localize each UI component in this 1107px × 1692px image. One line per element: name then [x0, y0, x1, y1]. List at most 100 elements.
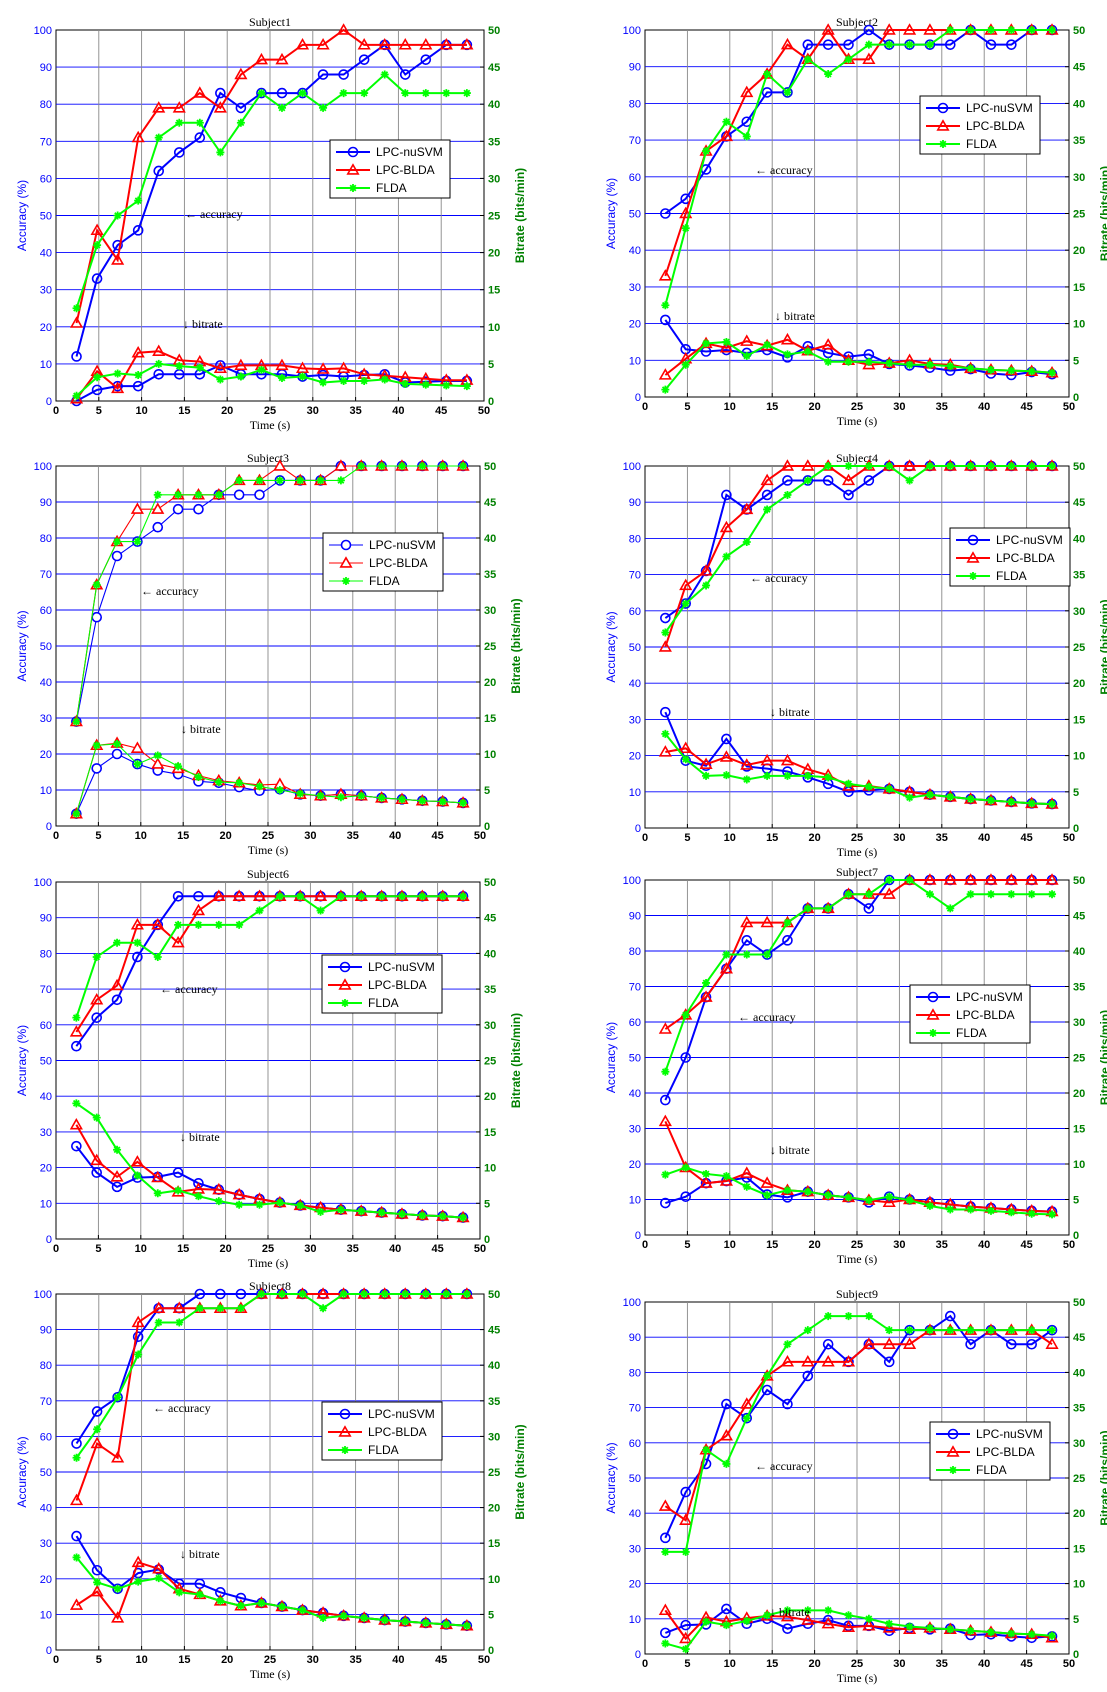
annotation-accuracy: ← accuracy — [153, 1401, 211, 1415]
y-left-tick-label: 0 — [46, 1234, 52, 1246]
y-left-tick-label: 40 — [40, 1091, 52, 1103]
x-tick-label: 40 — [978, 1658, 990, 1670]
data-point-flda-accuracy — [174, 920, 183, 929]
data-point-lpc-blda-accuracy — [254, 52, 269, 65]
data-point-flda-bitrate — [195, 363, 204, 372]
data-point-lpc-blda-accuracy — [902, 1337, 917, 1349]
data-point-flda-bitrate — [1007, 1629, 1016, 1638]
y-right-tick-label: 45 — [1073, 1332, 1085, 1344]
x-tick-label: 10 — [135, 1654, 147, 1666]
data-point-flda-accuracy — [1007, 1326, 1016, 1335]
x-tick-label: 10 — [135, 830, 147, 842]
annotation-accuracy: ← accuracy — [185, 207, 243, 221]
x-axis-label: Time (s) — [837, 414, 878, 428]
data-point-flda-bitrate — [702, 1617, 711, 1626]
data-point-flda-accuracy — [681, 1547, 690, 1556]
data-point-flda-accuracy — [214, 490, 223, 499]
x-tick-label: 0 — [53, 1243, 59, 1255]
data-point-flda-bitrate — [742, 1616, 751, 1625]
legend-label: LPC-BLDA — [996, 551, 1055, 565]
data-point-flda-accuracy — [438, 462, 447, 470]
data-point-lpc-nusvm-accuracy — [399, 69, 411, 80]
y-right-tick-label: 40 — [1073, 946, 1085, 958]
y-left-tick-label: 50 — [629, 1053, 641, 1065]
data-point-lpc-nusvm-accuracy — [843, 489, 854, 501]
data-point-lpc-nusvm-accuracy — [761, 87, 773, 98]
data-point-flda-accuracy — [257, 1290, 266, 1298]
data-point-lpc-blda-bitrate — [234, 358, 248, 371]
data-point-flda-accuracy — [966, 1326, 975, 1335]
x-tick-label: 20 — [808, 832, 820, 844]
data-point-lpc-blda-accuracy — [1025, 873, 1039, 885]
data-point-lpc-blda-bitrate — [658, 1114, 672, 1127]
x-tick-label: 35 — [936, 1658, 948, 1670]
data-point-flda-bitrate — [277, 373, 286, 382]
data-point-lpc-blda-bitrate — [130, 1155, 144, 1167]
data-point-lpc-blda-accuracy — [90, 1436, 104, 1449]
legend-marker — [349, 184, 357, 192]
data-point-lpc-nusvm-accuracy — [660, 1532, 671, 1544]
data-point-flda-accuracy — [1048, 890, 1057, 899]
y-right-tick-label: 50 — [488, 25, 500, 37]
data-point-lpc-blda-accuracy — [821, 1355, 835, 1367]
x-tick-label: 15 — [178, 1654, 190, 1666]
data-point-lpc-blda-accuracy — [398, 38, 412, 50]
x-tick-label: 25 — [262, 1243, 274, 1255]
data-point-flda-accuracy — [134, 1350, 143, 1359]
y-right-tick-label: 30 — [1073, 172, 1085, 184]
chart-panel-subject2: 0 5 10 15 20 25 30 35 40 45 5001020304050607080901… — [604, 15, 1107, 428]
data-point-lpc-blda-accuracy — [943, 873, 957, 885]
data-point-lpc-blda-accuracy — [699, 990, 713, 1002]
data-point-flda-accuracy — [844, 55, 853, 64]
legend-marker — [946, 1445, 960, 1457]
legend-label: LPC-BLDA — [956, 1008, 1015, 1022]
data-point-flda-accuracy — [296, 476, 305, 485]
x-tick-label: 5 — [95, 830, 101, 842]
data-point-lpc-blda-bitrate — [90, 1584, 104, 1597]
data-point-lpc-blda-accuracy — [275, 52, 289, 65]
data-point-flda-accuracy — [763, 505, 772, 514]
data-point-lpc-blda-accuracy — [232, 889, 246, 901]
data-point-lpc-nusvm-bitrate — [660, 314, 671, 326]
y-left-tick-label: 60 — [629, 1017, 641, 1029]
data-point-lpc-blda-bitrate — [658, 1603, 672, 1616]
y-left-tick-label: 100 — [34, 25, 52, 37]
data-point-lpc-nusvm-bitrate — [660, 1197, 671, 1209]
data-point-flda-accuracy — [661, 1547, 670, 1556]
data-point-flda-bitrate — [1048, 800, 1057, 809]
data-point-lpc-blda-bitrate — [679, 1631, 693, 1644]
x-tick-label: 5 — [684, 1239, 690, 1251]
data-point-flda-accuracy — [113, 211, 122, 220]
data-point-flda-bitrate — [844, 357, 853, 366]
data-point-lpc-blda-accuracy — [69, 316, 84, 328]
y-axis-label-right: Bitrate (bits/min) — [513, 168, 527, 263]
data-point-flda-accuracy — [377, 462, 386, 470]
data-point-flda-bitrate — [925, 1201, 934, 1210]
data-point-flda-accuracy — [316, 906, 325, 915]
y-right-tick-label: 15 — [1073, 1124, 1085, 1136]
y-left-tick-label: 30 — [40, 285, 52, 297]
data-point-flda-accuracy — [763, 1371, 772, 1380]
data-point-lpc-blda-accuracy — [719, 961, 733, 974]
data-point-lpc-nusvm-bitrate — [215, 360, 226, 371]
data-point-flda-accuracy — [864, 40, 873, 49]
data-point-flda-accuracy — [702, 1445, 711, 1454]
data-point-lpc-nusvm-accuracy — [233, 489, 245, 501]
data-point-flda-bitrate — [844, 1193, 853, 1202]
data-point-flda-accuracy — [803, 55, 812, 64]
data-point-flda-accuracy — [194, 920, 203, 929]
y-left-tick-label: 50 — [40, 1467, 52, 1479]
data-point-flda-bitrate — [722, 337, 731, 346]
y-right-tick-label: 25 — [488, 211, 500, 223]
data-point-flda-bitrate — [380, 375, 389, 384]
data-point-flda-bitrate — [803, 347, 812, 356]
data-point-lpc-nusvm-accuracy — [782, 1398, 793, 1410]
x-tick-label: 20 — [221, 405, 233, 417]
x-tick-label: 25 — [264, 405, 276, 417]
data-point-lpc-blda-accuracy — [90, 223, 104, 236]
y-right-tick-label: 50 — [1073, 875, 1085, 887]
y-right-tick-label: 50 — [1073, 1297, 1085, 1309]
data-point-flda-bitrate — [783, 771, 792, 780]
data-point-lpc-blda-bitrate — [780, 332, 795, 345]
data-point-lpc-blda-accuracy — [658, 1499, 672, 1511]
